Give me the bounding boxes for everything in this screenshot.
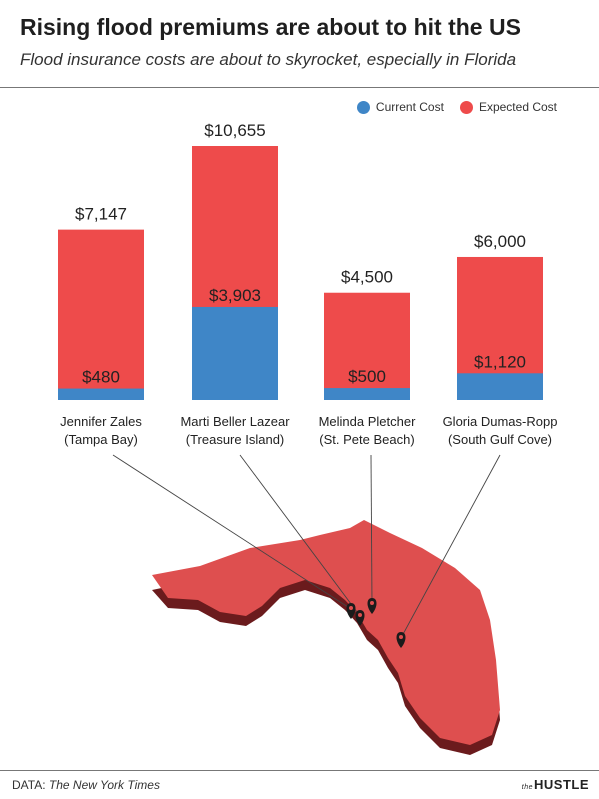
chart-subtitle: Flood insurance costs are about to skyro… [20,50,517,69]
map-pin-icon [355,610,365,626]
florida-map [152,520,500,755]
map-pin-icon [346,603,356,619]
data-label-expected: $4,500 [341,268,393,287]
category-labels: Jennifer Zales (Tampa Bay) Marti Beller La… [60,414,557,447]
florida-map-top [152,520,500,745]
category-label: Jennifer Zales [60,414,142,429]
source-prefix: DATA: [12,778,46,792]
data-label-current: $3,903 [209,286,261,305]
map-pins [346,598,406,648]
data-label-current: $1,120 [474,352,526,371]
data-labels: $7,147 $480 $10,655 $3,903 $4,500 $500 $6,000 $… [75,121,526,387]
category-label: (Tampa Bay) [64,432,138,447]
data-label-expected: $6,000 [474,232,526,251]
bar-expected [324,292,410,400]
data-label-expected: $7,147 [75,205,127,224]
brand-prefix: the [521,784,533,791]
category-label: Melinda Pletcher [319,414,416,429]
category-label: Marti Beller Lazear [180,414,290,429]
bar-current [192,306,278,400]
brand-name: HUSTLE [534,777,589,792]
map-pin-icon [396,632,406,648]
footer-divider [0,770,599,771]
legend-label-expected: Expected Cost [478,100,557,114]
legend: Current Cost Expected Cost [356,100,557,114]
map-pin-dot [349,606,353,610]
legend-swatch-current [356,100,370,114]
data-label-current: $480 [82,368,120,387]
map-pin-dot [399,635,403,639]
data-label-current: $500 [348,367,386,386]
leader-line [400,454,501,639]
map-pin-icon [367,598,377,614]
map-pin-dot [358,613,362,617]
chart-title: Rising flood premiums are about to hit t… [20,14,521,40]
leader-line [239,454,361,617]
leader-lines [112,454,501,639]
brand-logo: theHUSTLE [522,777,589,792]
bar-current [324,388,410,400]
leader-line [370,454,373,605]
header-divider [0,87,599,88]
category-label: (St. Pete Beach) [319,432,414,447]
category-label: (Treasure Island) [186,432,285,447]
category-label: Gloria Dumas-Ropp [443,414,558,429]
legend-item-expected: Expected Cost [459,100,557,114]
legend-swatch-expected [459,100,473,114]
map-pin-dot [370,601,374,605]
leader-line [112,454,352,610]
source-name: The New York Times [48,778,160,792]
legend-item-current: Current Cost [356,100,444,114]
source-credit: DATA: The New York Times [12,778,160,792]
bar-current [58,388,144,400]
data-label-expected: $10,655 [204,121,265,140]
legend-label-current: Current Cost [375,100,444,114]
category-label: (South Gulf Cove) [448,432,552,447]
bar-current [457,373,543,400]
bars [58,146,543,400]
bar-expected [58,229,144,400]
